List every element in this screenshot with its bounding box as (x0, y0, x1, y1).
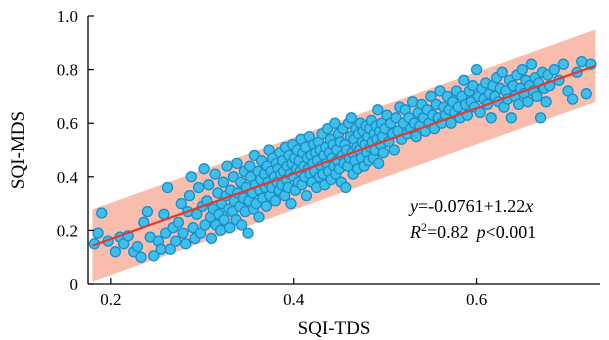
equation-value: =-0.0761+1.22 (418, 196, 525, 216)
data-point (235, 219, 248, 231)
y-tick-label: 1.0 (57, 7, 78, 26)
x-axis-label: SQI-TDS (298, 318, 371, 339)
y-tick-label: 0.4 (57, 168, 79, 187)
data-point (109, 246, 122, 258)
data-point (205, 232, 218, 245)
data-point (260, 200, 272, 212)
data-point (557, 58, 570, 70)
data-point (576, 55, 588, 68)
axes-layer: 0 0.2 0.4 0.6 0.8 1.0 0.2 0.4 0.6 (57, 7, 600, 309)
data-point (410, 130, 422, 143)
x-tick-label: 0.6 (466, 290, 487, 309)
data-point (505, 112, 517, 124)
data-point (373, 157, 385, 170)
data-point (209, 168, 221, 180)
data-point (172, 216, 185, 229)
data-point (345, 112, 357, 124)
data-point (185, 171, 197, 183)
r2-superscript: 2 (421, 220, 427, 234)
data-point (155, 243, 167, 255)
data-point (199, 219, 211, 231)
data-point (512, 98, 525, 111)
data-point (131, 240, 144, 253)
data-point (321, 122, 334, 135)
data-point (148, 250, 160, 262)
data-point (203, 179, 215, 191)
data-point (221, 160, 233, 172)
data-point (231, 157, 243, 170)
data-point (300, 189, 313, 202)
data-point (485, 112, 497, 124)
data-point (187, 222, 199, 234)
data-point (183, 189, 196, 202)
data-point (458, 74, 470, 86)
regression-line-layer (92, 64, 596, 247)
data-point (177, 227, 189, 239)
r2-annotation: R2=0.82 p<0.001 (409, 220, 536, 242)
y-tick-label: 0 (70, 275, 79, 294)
data-point (340, 181, 352, 194)
x-tick-label: 0.2 (100, 290, 121, 309)
data-point (516, 63, 528, 76)
r2-value: =0.82 (427, 222, 469, 242)
equation-x-var: x (524, 196, 533, 216)
data-point (214, 224, 227, 237)
p-label: p (475, 222, 486, 242)
equation-annotation: y=-0.0761+1.22x (408, 196, 533, 216)
data-point (198, 163, 210, 175)
data-point (135, 251, 147, 263)
data-point (285, 197, 297, 210)
data-point (467, 80, 479, 92)
regression-line (92, 64, 596, 247)
data-point (525, 58, 538, 70)
data-point (242, 227, 254, 239)
data-point (253, 211, 265, 223)
data-point (164, 243, 176, 255)
data-point (141, 205, 154, 218)
data-point (388, 144, 400, 156)
r2-label: R (409, 222, 421, 242)
data-point (522, 96, 534, 108)
data-point (566, 93, 579, 105)
data-point (534, 112, 547, 124)
data-point (269, 195, 282, 207)
x-tick-label: 0.4 (283, 290, 305, 309)
data-point (217, 176, 229, 188)
data-point (372, 104, 384, 116)
data-point (92, 227, 104, 239)
data-point (161, 181, 174, 194)
data-point (224, 222, 236, 234)
data-point (192, 181, 205, 194)
data-point (496, 66, 508, 78)
p-value: <0.001 (486, 222, 537, 242)
y-tick-label: 0.2 (57, 221, 78, 240)
data-point (580, 88, 592, 100)
data-point (531, 90, 543, 103)
data-point (218, 214, 230, 226)
data-point (96, 207, 108, 219)
data-point (540, 96, 552, 108)
y-tick-label: 0.6 (57, 114, 78, 133)
y-axis-label: SQI-MDS (8, 111, 29, 189)
y-tick-label: 0.8 (57, 61, 78, 80)
data-point (548, 63, 560, 76)
data-point (329, 117, 341, 129)
data-point (377, 147, 389, 159)
equation-y-var: y (408, 196, 418, 216)
data-point (170, 235, 182, 247)
data-point (425, 90, 437, 103)
data-point (175, 197, 187, 210)
data-point (244, 160, 256, 172)
points-layer (88, 55, 597, 263)
data-point (470, 63, 483, 76)
data-point (180, 238, 192, 250)
data-point (406, 96, 419, 108)
